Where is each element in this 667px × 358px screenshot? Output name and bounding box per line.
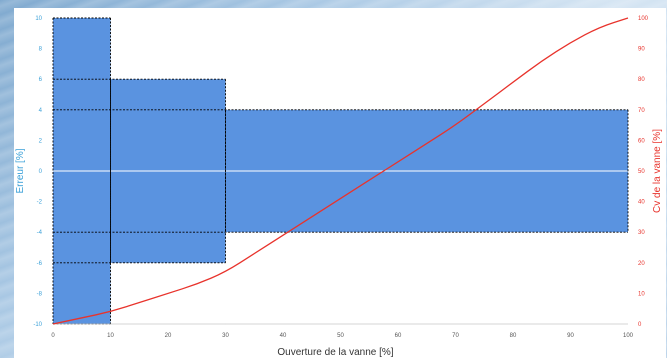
y-right-axis-title: Cv de la vanne [%] (652, 129, 663, 213)
x-tick-label: 60 (395, 333, 402, 339)
y-right-tick-label: 30 (638, 230, 645, 236)
x-tick-label: 80 (510, 333, 517, 339)
y-left-tick-label: -2 (37, 200, 43, 206)
y-left-tick-label: 4 (39, 108, 43, 114)
y-right-tick-label: 100 (638, 16, 649, 22)
y-left-tick-label: -4 (37, 230, 43, 236)
y-right-tick-label: 90 (638, 47, 645, 53)
x-axis-title: Ouverture de la vanne [%] (277, 347, 393, 358)
x-tick-label: 20 (165, 333, 172, 339)
y-left-tick-label: -8 (37, 291, 43, 297)
x-tick-label: 40 (280, 333, 287, 339)
y-left-tick-label: 8 (39, 47, 43, 53)
x-tick-label: 10 (107, 333, 114, 339)
x-tick-label: 70 (452, 333, 459, 339)
y-left-tick-label: 2 (39, 138, 43, 144)
y-right-tick-label: 20 (638, 261, 645, 267)
y-right-tick-label: 50 (638, 169, 645, 175)
y-right-tick-label: 60 (638, 138, 645, 144)
y-left-tick-label: -6 (37, 261, 43, 267)
y-right-tick-label: 0 (638, 322, 642, 328)
y-left-tick-label: 0 (39, 169, 43, 175)
x-tick-label: 100 (623, 333, 634, 339)
chart-svg: 0 10 20 30 40 50 60 70 80 90 1001086420-2-4-6-8-10… (15, 16, 663, 358)
y-right-tick-label: 70 (638, 108, 645, 114)
x-tick-label: 30 (222, 333, 229, 339)
y-left-tick-label: 10 (35, 16, 42, 22)
y-left-tick-label: 6 (39, 77, 43, 83)
y-left-axis-title: Erreur [%] (15, 148, 26, 193)
x-tick-label: 50 (337, 333, 344, 339)
cv-curve-line (52, 17, 629, 325)
y-right-tick-label: 10 (638, 291, 645, 297)
y-right-tick-label: 80 (638, 77, 645, 83)
chart-card: 0 10 20 30 40 50 60 70 80 90 100 10 8 6 4 2 0 -2 -4 -6 -8 -10… (14, 8, 666, 358)
y-left-tick-label: -10 (33, 322, 42, 328)
x-tick-label: 90 (567, 333, 574, 339)
y-right-tick-label: 40 (638, 200, 645, 206)
x-tick-label: 0 (51, 333, 55, 339)
